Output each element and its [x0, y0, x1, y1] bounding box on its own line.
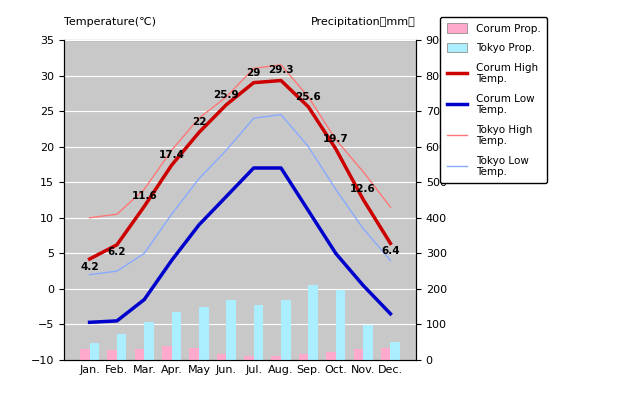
- Tokyo Low
Temp.: [86, 272, 93, 277]
- Tokyo Low
Temp.: [195, 176, 203, 181]
- Text: 12.6: 12.6: [350, 184, 376, 194]
- Corum High
Temp.: [86, 257, 93, 262]
- Tokyo Low
Temp.: [168, 212, 175, 217]
- Tokyo High
Temp.: [113, 212, 121, 217]
- Corum High
Temp.: [113, 242, 121, 247]
- Corum Low
Temp.: [387, 311, 394, 316]
- Corum High
Temp.: [332, 146, 340, 151]
- Corum Low
Temp.: [113, 318, 121, 323]
- Legend: Corum Prop., Tokyo Prop., Corum High
Temp., Corum Low
Temp., Tokyo High
Temp., T: Corum Prop., Tokyo Prop., Corum High Tem…: [440, 17, 547, 184]
- Corum High
Temp.: [250, 80, 257, 85]
- Corum Low
Temp.: [277, 166, 285, 170]
- Text: 19.7: 19.7: [323, 134, 349, 144]
- Bar: [227, 300, 236, 360]
- Bar: [390, 342, 400, 360]
- Text: 22: 22: [192, 117, 206, 127]
- Bar: [162, 346, 172, 360]
- Tokyo High
Temp.: [359, 169, 367, 174]
- Tokyo High
Temp.: [195, 116, 203, 121]
- Corum Low
Temp.: [332, 251, 340, 256]
- Tokyo Low
Temp.: [140, 251, 148, 256]
- Tokyo High
Temp.: [250, 66, 257, 71]
- Bar: [199, 307, 209, 360]
- Tokyo High
Temp.: [332, 137, 340, 142]
- Text: 29: 29: [246, 68, 261, 78]
- Bar: [80, 349, 90, 360]
- Bar: [144, 322, 154, 360]
- Tokyo Low
Temp.: [250, 116, 257, 121]
- Tokyo Low
Temp.: [223, 148, 230, 153]
- Text: 25.9: 25.9: [214, 90, 239, 100]
- Text: 29.3: 29.3: [268, 66, 294, 76]
- Tokyo Low
Temp.: [387, 258, 394, 263]
- Bar: [353, 349, 363, 360]
- Tokyo High
Temp.: [387, 205, 394, 210]
- Bar: [299, 354, 308, 360]
- Corum Low
Temp.: [223, 194, 230, 199]
- Text: 25.6: 25.6: [296, 92, 321, 102]
- Bar: [281, 300, 291, 360]
- Corum Low
Temp.: [250, 166, 257, 170]
- Tokyo High
Temp.: [305, 94, 312, 99]
- Bar: [308, 285, 318, 360]
- Text: Precipitation（mm）: Precipitation（mm）: [311, 17, 416, 27]
- Corum Low
Temp.: [168, 258, 175, 263]
- Bar: [108, 350, 117, 360]
- Bar: [117, 334, 127, 360]
- Corum High
Temp.: [168, 163, 175, 168]
- Corum Low
Temp.: [305, 208, 312, 213]
- Corum High
Temp.: [140, 204, 148, 209]
- Bar: [253, 305, 263, 360]
- Text: 4.2: 4.2: [80, 262, 99, 272]
- Corum High
Temp.: [223, 102, 230, 107]
- Corum Low
Temp.: [86, 320, 93, 325]
- Tokyo High
Temp.: [168, 148, 175, 153]
- Tokyo Low
Temp.: [113, 269, 121, 274]
- Tokyo Low
Temp.: [332, 187, 340, 192]
- Tokyo Low
Temp.: [277, 112, 285, 117]
- Text: Temperature(℃): Temperature(℃): [64, 17, 156, 27]
- Text: 6.4: 6.4: [381, 246, 400, 256]
- Tokyo Low
Temp.: [359, 226, 367, 231]
- Bar: [134, 349, 144, 360]
- Corum Low
Temp.: [195, 222, 203, 227]
- Corum Low
Temp.: [359, 283, 367, 288]
- Corum High
Temp.: [359, 197, 367, 202]
- Bar: [336, 290, 346, 360]
- Corum High
Temp.: [387, 241, 394, 246]
- Bar: [326, 352, 336, 360]
- Bar: [90, 343, 99, 360]
- Tokyo High
Temp.: [277, 62, 285, 67]
- Bar: [217, 354, 227, 360]
- Corum High
Temp.: [195, 130, 203, 135]
- Text: 6.2: 6.2: [108, 248, 126, 258]
- Tokyo High
Temp.: [140, 187, 148, 192]
- Text: 11.6: 11.6: [131, 191, 157, 201]
- Bar: [189, 348, 199, 360]
- Bar: [172, 312, 181, 360]
- Tokyo High
Temp.: [223, 94, 230, 99]
- Corum High
Temp.: [277, 78, 285, 83]
- Corum High
Temp.: [305, 104, 312, 109]
- Bar: [381, 348, 390, 360]
- Bar: [271, 356, 281, 360]
- Corum Low
Temp.: [140, 297, 148, 302]
- Line: Corum High
Temp.: Corum High Temp.: [90, 80, 390, 259]
- Line: Tokyo Low
Temp.: Tokyo Low Temp.: [90, 115, 390, 275]
- Bar: [244, 356, 253, 360]
- Line: Corum Low
Temp.: Corum Low Temp.: [90, 168, 390, 322]
- Tokyo High
Temp.: [86, 215, 93, 220]
- Line: Tokyo High
Temp.: Tokyo High Temp.: [90, 65, 390, 218]
- Bar: [363, 325, 372, 360]
- Tokyo Low
Temp.: [305, 144, 312, 149]
- Text: 17.4: 17.4: [159, 150, 184, 160]
